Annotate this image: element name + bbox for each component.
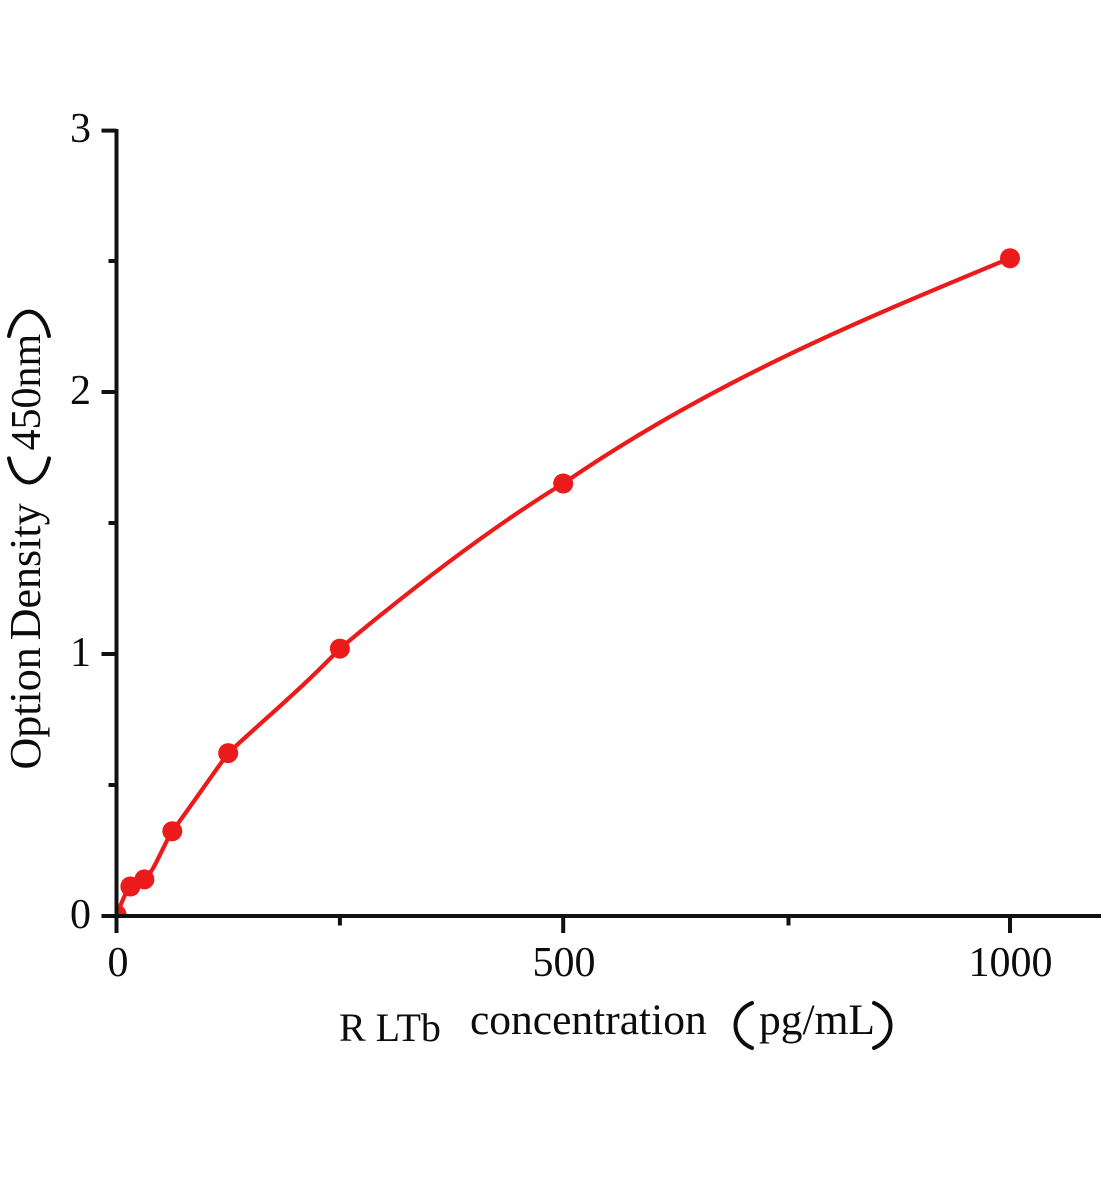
svg-text:0: 0	[108, 940, 129, 986]
svg-text:pg/mL: pg/mL	[759, 996, 875, 1044]
svg-text:concentration: concentration	[470, 996, 707, 1044]
svg-text:3: 3	[70, 106, 91, 152]
svg-text:0: 0	[70, 892, 91, 938]
svg-text:1: 1	[70, 630, 91, 676]
svg-text:R LTb: R LTb	[339, 1005, 441, 1050]
svg-text:450nm: 450nm	[4, 334, 50, 451]
svg-text:1000: 1000	[969, 940, 1053, 986]
svg-text:2: 2	[70, 368, 91, 414]
svg-text:500: 500	[533, 940, 596, 986]
svg-text:Option Density: Option Density	[1, 503, 50, 769]
